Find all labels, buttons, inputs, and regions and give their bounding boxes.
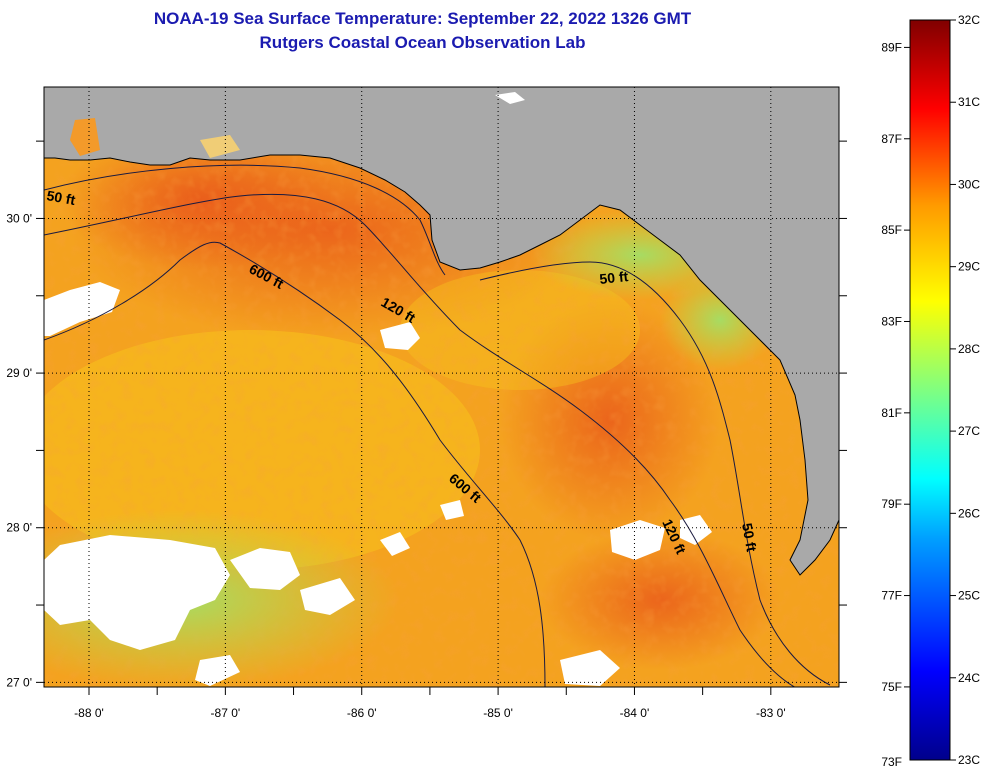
- contour-label-50ft-south: 50 ft: [739, 522, 760, 553]
- land-mass: [44, 87, 839, 576]
- fahrenheit-label: 85F: [881, 223, 902, 237]
- contour-label-50ft-west: 50 ft: [45, 187, 76, 208]
- celsius-label: 30C: [958, 177, 980, 191]
- fahrenheit-label: 81F: [881, 406, 902, 420]
- lat-tick-label: 28 0': [6, 521, 32, 535]
- celsius-label: 27C: [958, 424, 980, 438]
- fahrenheit-label: 89F: [881, 40, 902, 54]
- graticule: -88 0' -87 0' -86 0' -85 0' -84 0' -83 0' 30 0…: [6, 87, 847, 720]
- lon-tick-label: -87 0': [211, 706, 241, 720]
- cloud-cover: [44, 282, 712, 686]
- celsius-label: 32C: [958, 13, 980, 27]
- fahrenheit-label: 87F: [881, 132, 902, 146]
- colorbar: [909, 19, 951, 761]
- fahrenheit-label: 75F: [881, 680, 902, 694]
- celsius-label: 23C: [958, 753, 980, 767]
- lat-tick-label: 27 0': [6, 675, 32, 689]
- contour-label-50ft-east: 50 ft: [599, 268, 630, 287]
- map-title: NOAA-19 Sea Surface Temperature: Septemb…: [153, 9, 692, 28]
- celsius-label: 29C: [958, 260, 980, 274]
- celsius-label: 28C: [958, 342, 980, 356]
- celsius-label: 31C: [958, 95, 980, 109]
- celsius-label: 26C: [958, 506, 980, 520]
- lon-tick-label: -88 0': [74, 706, 104, 720]
- colorbar-labels: 32C 31C 30C 29C 28C 27C 26C 25C 24C 23C 89F 87F 85F 8…: [881, 13, 980, 769]
- map-subtitle: Rutgers Coastal Ocean Observation Lab: [259, 33, 586, 52]
- celsius-label: 25C: [958, 589, 980, 603]
- lon-tick-label: -86 0': [347, 706, 377, 720]
- lon-tick-label: -85 0': [483, 706, 513, 720]
- fahrenheit-label: 77F: [881, 589, 902, 603]
- map-area: 50 ft 600 ft 120 ft 50 ft 600 ft 120 ft …: [44, 87, 839, 687]
- depth-contours: [44, 164, 831, 687]
- fahrenheit-label: 83F: [881, 314, 902, 328]
- celsius-label: 24C: [958, 671, 980, 685]
- lat-tick-label: 29 0': [6, 366, 32, 380]
- fahrenheit-label: 73F: [881, 755, 902, 769]
- lat-tick-label: 30 0': [6, 211, 32, 225]
- fahrenheit-label: 79F: [881, 497, 902, 511]
- lon-tick-label: -83 0': [756, 706, 786, 720]
- lon-tick-label: -84 0': [620, 706, 650, 720]
- map-frame: [43, 86, 840, 688]
